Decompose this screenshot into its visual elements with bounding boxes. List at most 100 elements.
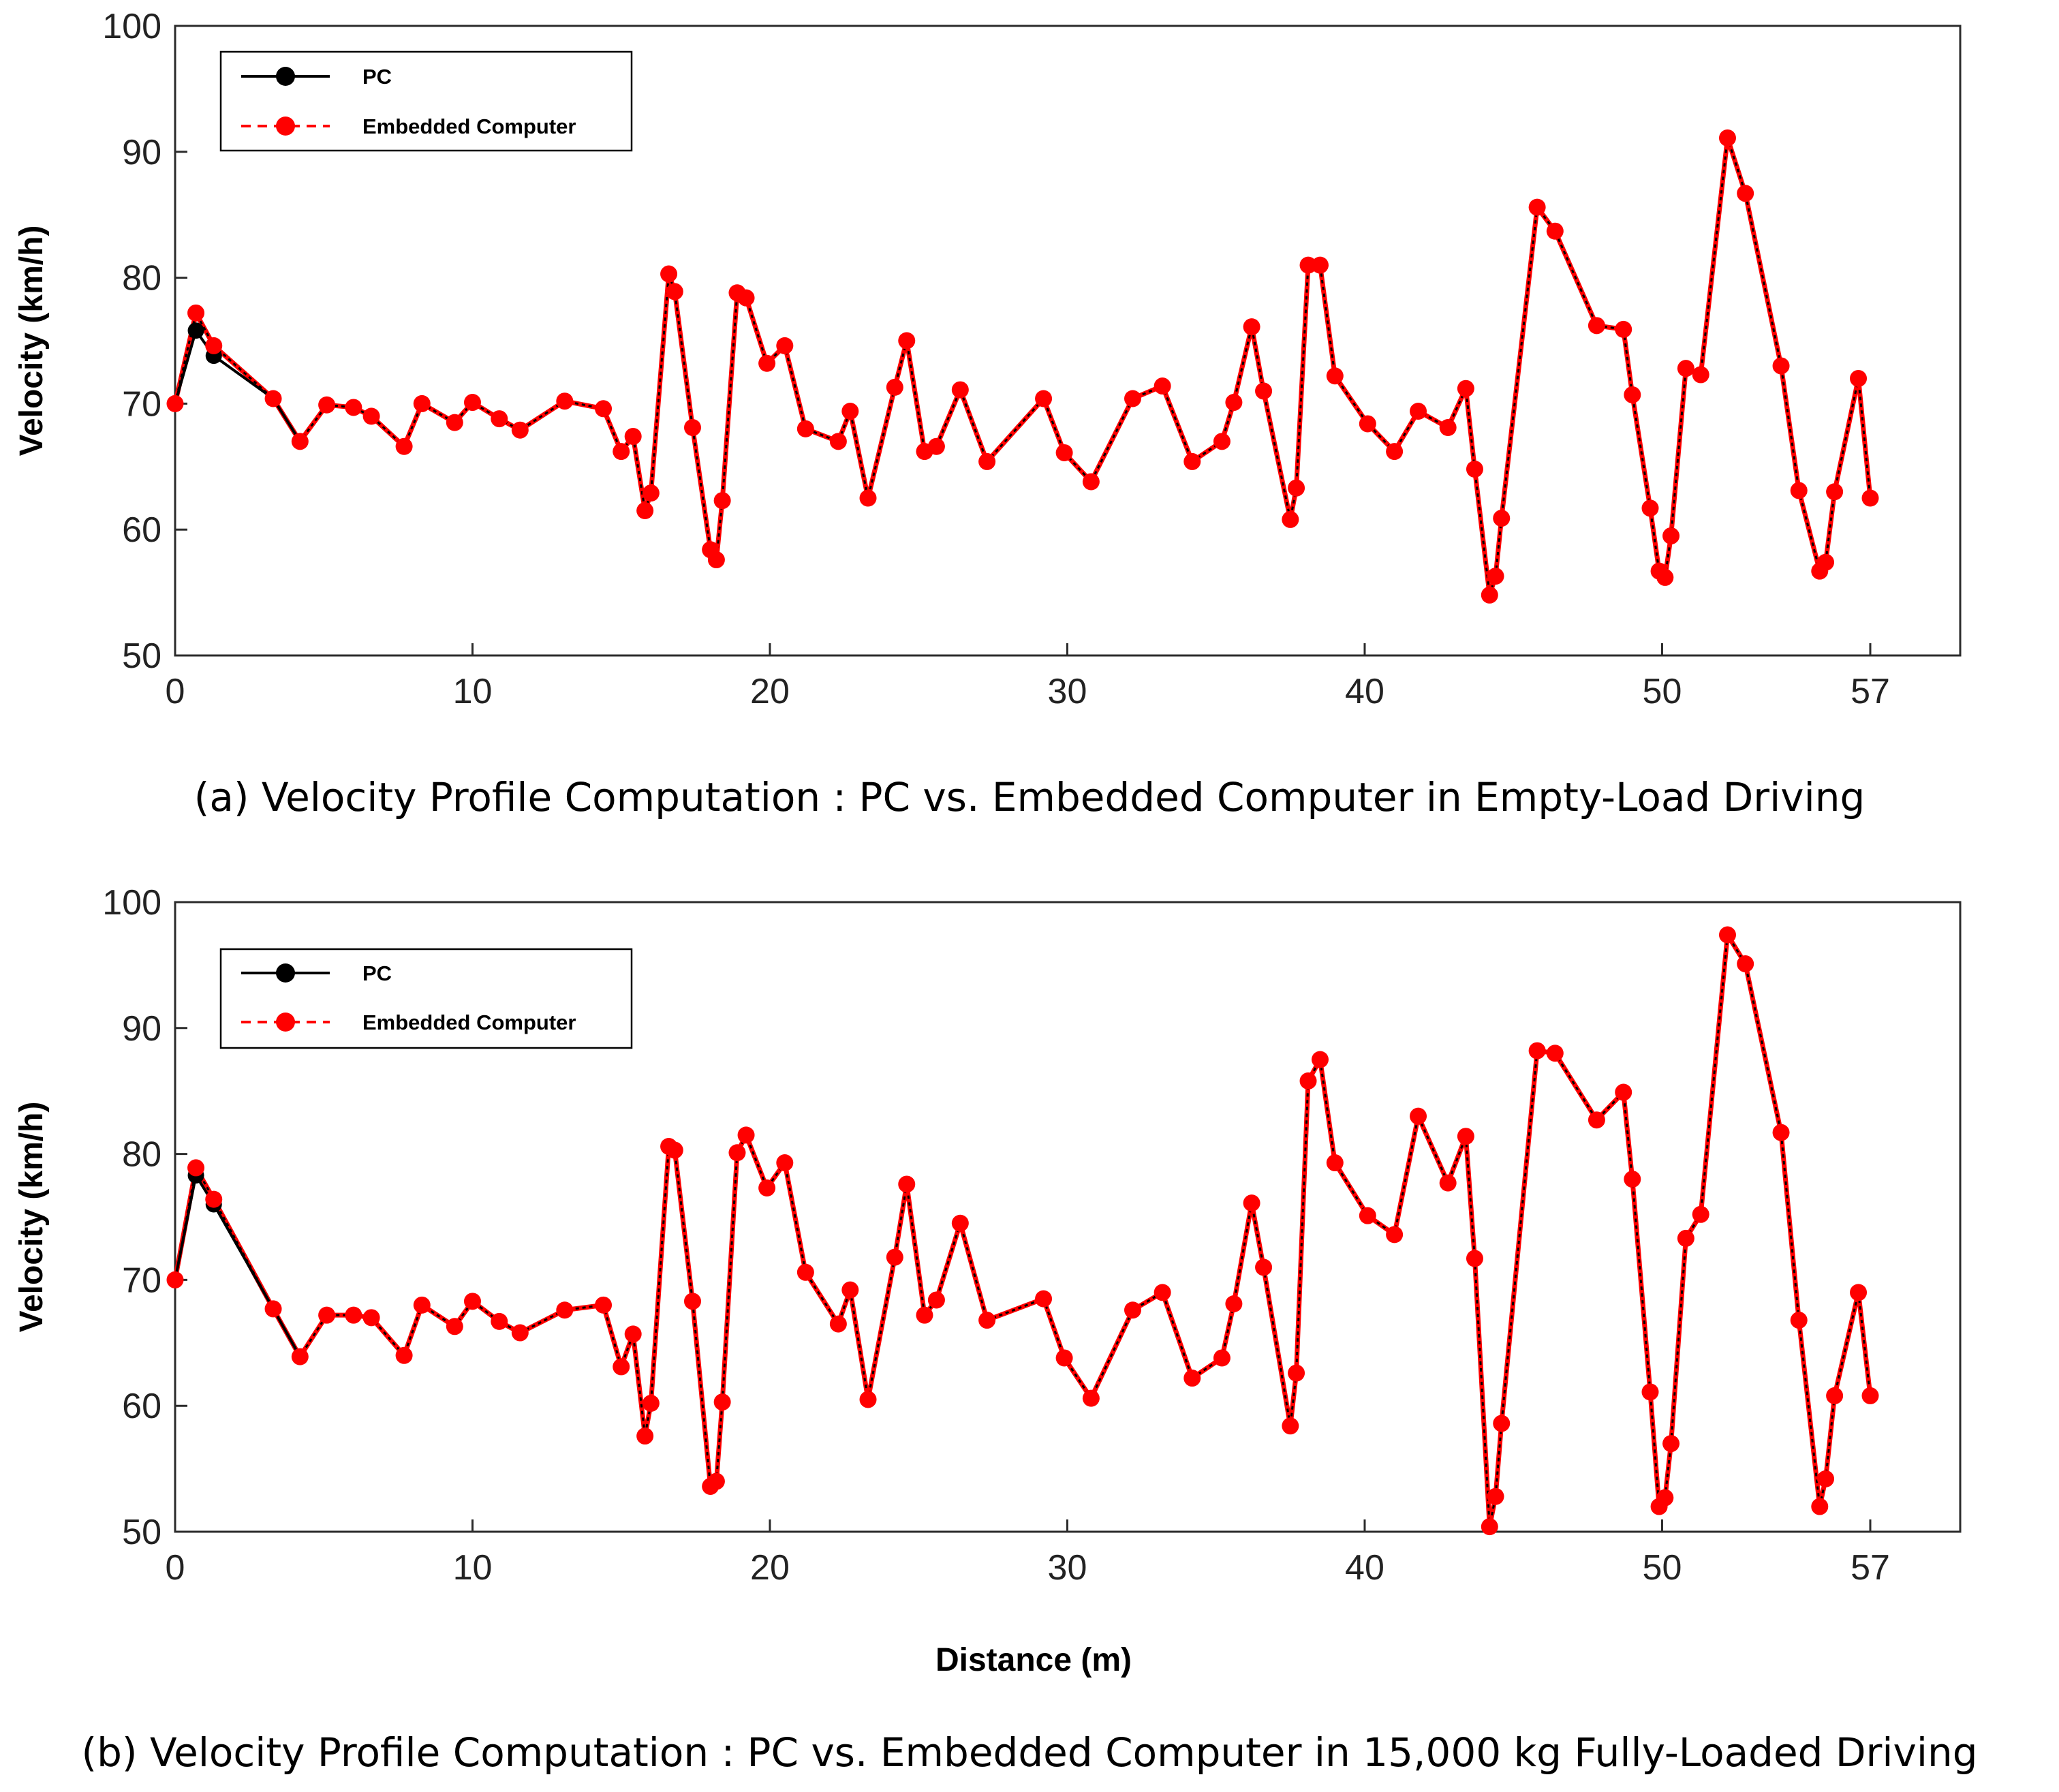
- x-tick-label-a: 0: [166, 672, 185, 711]
- data-point-embedded-a: [642, 484, 660, 502]
- data-point-embedded-a: [1386, 443, 1404, 461]
- series-line-pc-overlay-a: [174, 138, 1872, 596]
- data-point-pc-a: [187, 322, 204, 339]
- data-point-embedded-a: [205, 337, 223, 354]
- data-point-embedded-b: [362, 1309, 380, 1327]
- legend-label-pc-a: PC: [362, 65, 392, 89]
- data-point-embedded-a: [1850, 369, 1868, 387]
- x-tick-label-b: 30: [1048, 1548, 1087, 1588]
- data-point-embedded-a: [1466, 460, 1483, 478]
- legend-a: PC Embedded Computer: [219, 50, 633, 152]
- data-point-embedded-b: [205, 1190, 223, 1208]
- data-point-embedded-b: [318, 1306, 336, 1324]
- data-point-embedded-b: [1282, 1417, 1299, 1435]
- x-tick-label-a: 20: [750, 672, 790, 711]
- data-point-embedded-b: [1288, 1364, 1305, 1382]
- data-point-embedded-b: [737, 1126, 755, 1144]
- data-point-embedded-a: [362, 407, 380, 425]
- data-point-embedded-a: [841, 402, 859, 420]
- data-point-embedded-a: [463, 394, 481, 412]
- data-point-embedded-b: [1243, 1194, 1260, 1212]
- x-tick-label-a: 30: [1048, 672, 1087, 711]
- data-point-embedded-b: [1124, 1301, 1142, 1319]
- data-point-embedded-b: [1662, 1435, 1680, 1453]
- y-tick-label-b: 70: [122, 1261, 161, 1300]
- data-point-embedded-a: [1410, 402, 1427, 420]
- y-axis-label-a: Velocity (km/h): [14, 226, 50, 457]
- data-point-embedded-b: [1811, 1498, 1829, 1515]
- data-point-embedded-a: [1288, 479, 1305, 497]
- y-tick-label-b: 60: [122, 1387, 161, 1426]
- x-axis-label-b: Distance (m): [935, 1642, 1132, 1678]
- data-point-embedded-a: [978, 452, 996, 470]
- y-axis-label-b: Velocity (km/h): [14, 1102, 50, 1333]
- data-point-embedded-b: [1055, 1349, 1073, 1367]
- data-point-embedded-b: [1850, 1284, 1868, 1301]
- data-point-embedded-a: [796, 420, 814, 437]
- data-point-embedded-a: [595, 400, 613, 418]
- data-point-embedded-b: [1861, 1387, 1879, 1404]
- data-point-embedded-a: [1439, 419, 1457, 437]
- y-tick-label-a: 90: [122, 133, 161, 172]
- data-point-embedded-b: [1493, 1415, 1511, 1432]
- data-point-embedded-b: [1826, 1387, 1844, 1404]
- y-tick-label-b: 80: [122, 1135, 161, 1175]
- data-point-embedded-a: [1124, 390, 1142, 407]
- data-point-embedded-b: [841, 1281, 859, 1299]
- legend-marker-embedded-a: [276, 117, 295, 136]
- data-point-embedded-b: [264, 1300, 282, 1318]
- data-point-embedded-a: [660, 265, 678, 283]
- data-point-embedded-b: [683, 1293, 701, 1310]
- data-point-embedded-b: [1154, 1284, 1171, 1301]
- data-point-embedded-b: [859, 1391, 877, 1408]
- data-point-embedded-a: [1154, 377, 1171, 395]
- data-point-embedded-b: [613, 1358, 630, 1376]
- data-point-embedded-b: [758, 1179, 776, 1196]
- panel-a: 50 60 70 80 90 100 0 10 20 30 40 50 57 Velocity (km…: [14, 7, 1962, 820]
- data-point-embedded-a: [1493, 510, 1511, 527]
- legend-marker-embedded-b: [276, 1013, 295, 1032]
- data-point-embedded-a: [556, 392, 574, 410]
- data-point-embedded-b: [1817, 1470, 1835, 1487]
- data-point-embedded-b: [1183, 1370, 1201, 1387]
- data-point-embedded-b: [829, 1315, 847, 1333]
- data-point-embedded-b: [1737, 955, 1754, 973]
- data-point-embedded-a: [345, 399, 362, 416]
- data-point-embedded-b: [796, 1263, 814, 1281]
- data-point-embedded-b: [1410, 1107, 1427, 1125]
- data-point-embedded-b: [1487, 1487, 1504, 1505]
- data-point-embedded-a: [1055, 444, 1073, 461]
- data-point-embedded-b: [916, 1306, 933, 1324]
- data-point-embedded-b: [624, 1325, 642, 1343]
- data-point-embedded-b: [1255, 1258, 1273, 1276]
- data-point-embedded-a: [1082, 473, 1100, 491]
- y-tick-label-b: 100: [102, 883, 161, 923]
- data-point-embedded-a: [1861, 489, 1879, 507]
- data-point-embedded-a: [898, 332, 916, 350]
- data-point-embedded-b: [666, 1141, 683, 1159]
- data-point-embedded-b: [511, 1324, 529, 1342]
- data-point-embedded-b: [1386, 1226, 1404, 1243]
- data-point-embedded-b: [1457, 1128, 1474, 1145]
- x-tick-label-b: 40: [1345, 1548, 1384, 1588]
- data-point-embedded-a: [737, 289, 755, 307]
- data-point-embedded-a: [683, 419, 701, 437]
- data-point-embedded-b: [1528, 1042, 1546, 1060]
- data-point-embedded-b: [1311, 1051, 1329, 1068]
- data-point-embedded-a: [446, 414, 463, 431]
- data-point-embedded-a: [1677, 360, 1694, 377]
- data-point-embedded-a: [1299, 256, 1317, 274]
- data-point-embedded-a: [1326, 367, 1344, 385]
- data-point-embedded-b: [1359, 1207, 1376, 1224]
- legend-label-pc-b: PC: [362, 961, 392, 985]
- data-point-embedded-b: [1299, 1072, 1317, 1090]
- x-tick-label-a: 50: [1643, 672, 1682, 711]
- data-point-embedded-b: [1718, 926, 1736, 944]
- data-point-embedded-a: [859, 489, 877, 507]
- series-markers-a: [166, 129, 1879, 604]
- data-point-embedded-b: [1439, 1174, 1457, 1192]
- y-ticks-b: 50 60 70 80 90 100: [102, 883, 187, 1552]
- data-point-embedded-a: [264, 390, 282, 407]
- data-point-embedded-a: [1282, 510, 1299, 528]
- data-point-embedded-a: [1692, 366, 1709, 384]
